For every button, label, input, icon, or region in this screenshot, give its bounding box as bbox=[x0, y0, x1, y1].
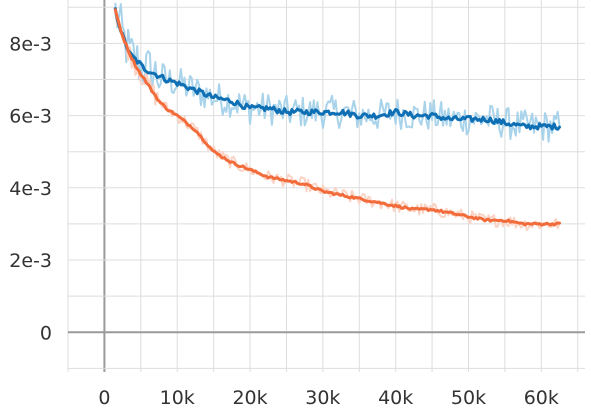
raw-series-layer bbox=[114, 2, 561, 232]
x-tick-label: 10k bbox=[160, 387, 195, 409]
y-tick-label: 6e-3 bbox=[9, 106, 52, 128]
x-tick-label: 60k bbox=[524, 387, 559, 409]
y-tick-label: 4e-3 bbox=[9, 178, 52, 200]
series-layer bbox=[113, 7, 561, 227]
x-tick-label: 20k bbox=[232, 387, 267, 409]
x-tick-label: 50k bbox=[451, 387, 486, 409]
y-tick-label: 8e-3 bbox=[9, 33, 52, 55]
x-tick-label: 40k bbox=[378, 387, 413, 409]
x-tick-label: 0 bbox=[98, 387, 110, 409]
x-tick-label: 30k bbox=[305, 387, 340, 409]
series-line bbox=[113, 7, 561, 131]
y-tick-label: 2e-3 bbox=[9, 250, 52, 272]
series-line bbox=[113, 8, 561, 227]
tick-label-layer: 0 10k 20k 30k 40k 50k 60k 0 2e-3 4e-3 6e-3 8e-3 bbox=[9, 33, 559, 409]
y-tick-label: 0 bbox=[40, 322, 52, 344]
